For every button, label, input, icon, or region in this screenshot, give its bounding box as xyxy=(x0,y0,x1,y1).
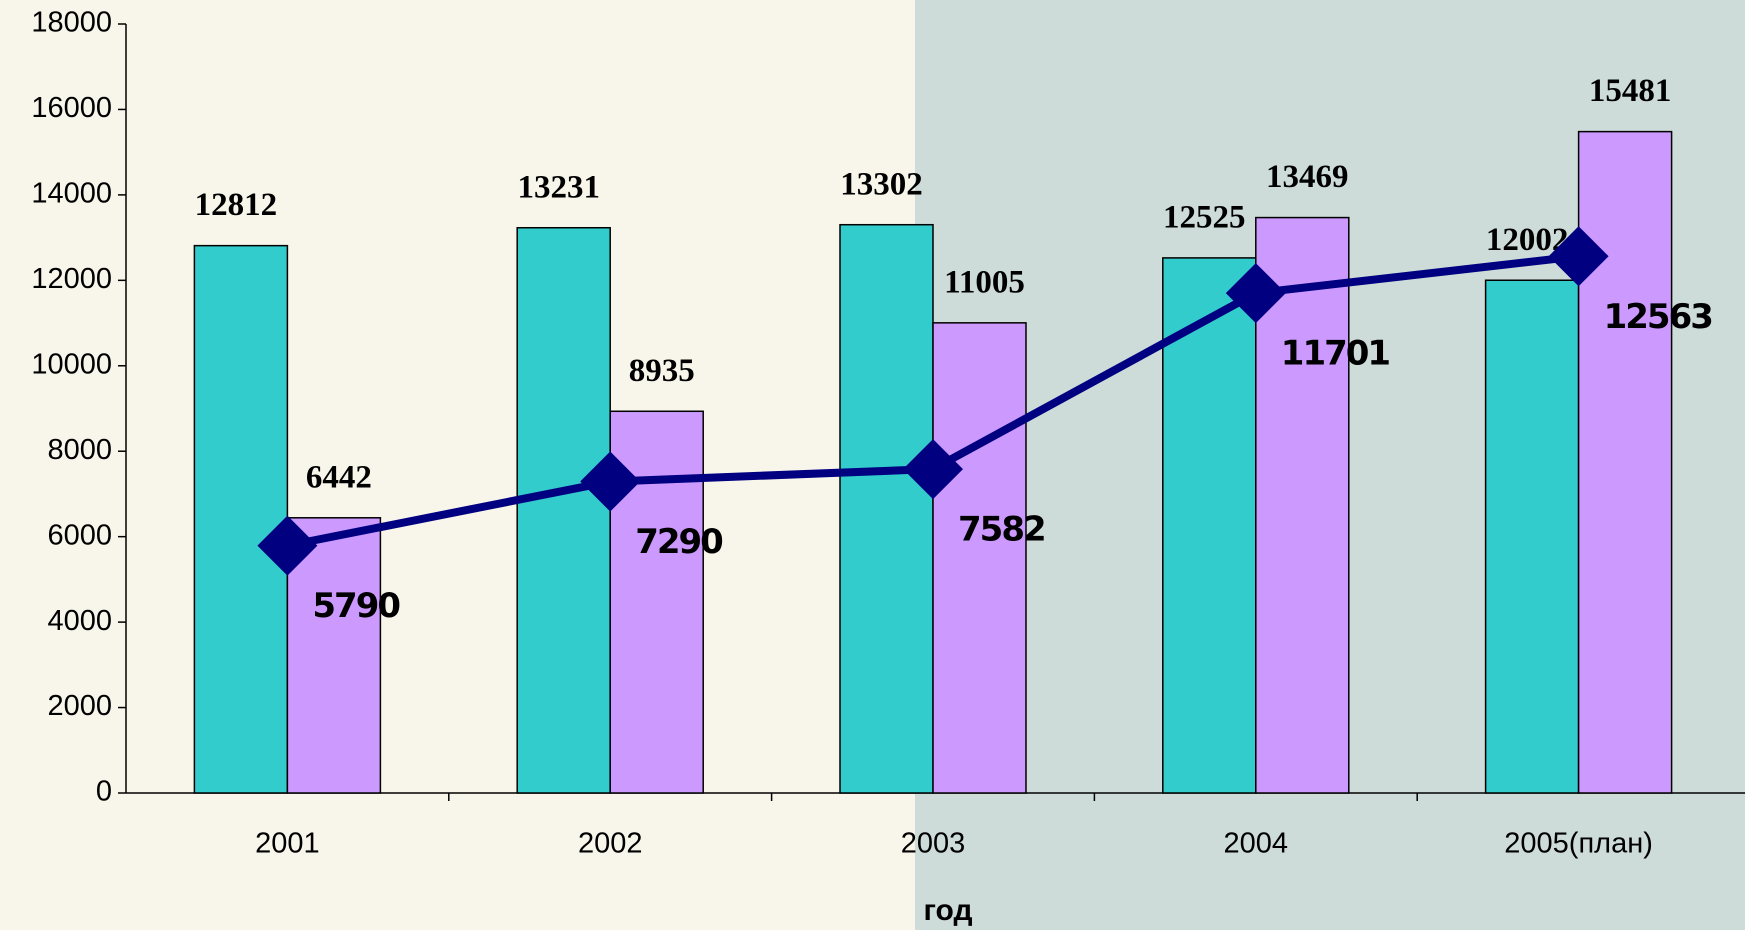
bar xyxy=(194,246,287,793)
x-tick-label: 2003 xyxy=(901,828,966,860)
line-value-label: 11701 xyxy=(1281,334,1390,374)
x-tick-label: 2005(план) xyxy=(1504,828,1653,860)
line-value-label: 5790 xyxy=(312,586,400,626)
bar-value-label: 12812 xyxy=(195,187,278,223)
y-tick-label: 8000 xyxy=(47,434,112,466)
y-tick-label: 2000 xyxy=(47,690,112,722)
y-tick-label: 12000 xyxy=(31,263,112,295)
line-value-label: 7582 xyxy=(958,510,1045,550)
chart: год 0 2000 4000 6000 8000 10000 12000 14000 1600… xyxy=(0,0,1745,930)
bar-value-label: 6442 xyxy=(306,459,372,495)
x-tick-label: 2001 xyxy=(255,828,320,860)
bar xyxy=(840,225,933,793)
bar-value-label: 13469 xyxy=(1266,159,1349,195)
bar-value-label: 12525 xyxy=(1163,199,1246,235)
line-value-label: 12563 xyxy=(1604,297,1712,337)
y-tick-label: 14000 xyxy=(31,178,112,210)
x-tick-label: 2002 xyxy=(578,828,643,860)
bar xyxy=(1486,280,1579,793)
bar xyxy=(1579,132,1672,793)
y-tick-label: 6000 xyxy=(47,519,112,551)
y-tick-label: 18000 xyxy=(31,7,112,39)
bar-value-label: 13302 xyxy=(840,166,923,202)
y-tick-label: 16000 xyxy=(31,92,112,124)
bar xyxy=(517,228,610,793)
bar-value-label: 8935 xyxy=(629,353,695,389)
y-tick-label: 4000 xyxy=(47,605,112,637)
x-axis-label: год xyxy=(923,894,972,927)
bar-value-label: 13231 xyxy=(517,169,600,205)
bar-value-label: 11005 xyxy=(944,264,1025,300)
y-tick-label: 10000 xyxy=(31,348,112,380)
x-tick-label: 2004 xyxy=(1224,828,1289,860)
line-value-label: 7290 xyxy=(635,522,723,562)
bar-value-label: 15481 xyxy=(1589,73,1672,109)
y-tick-label: 0 xyxy=(96,776,112,808)
bar xyxy=(933,323,1026,793)
